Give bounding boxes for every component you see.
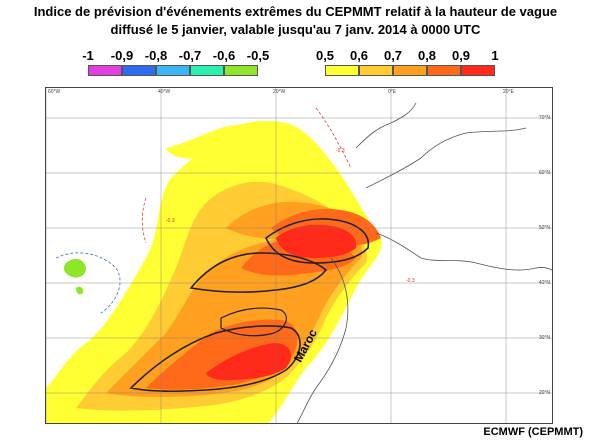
legend-positive: 0,5 0,6 0,7 0,8 0,9 1 bbox=[300, 48, 591, 78]
legend-label: -1 bbox=[82, 48, 94, 63]
coastline bbox=[365, 127, 527, 189]
lat-tick: 70°N bbox=[538, 115, 550, 121]
legend-swatch bbox=[359, 65, 393, 76]
lat-tick: 60°N bbox=[538, 170, 550, 176]
lat-tick: 20°N bbox=[538, 390, 550, 396]
lat-tick: 30°N bbox=[538, 335, 550, 341]
legend-swatch bbox=[156, 65, 190, 76]
dashed-contour bbox=[55, 252, 121, 314]
negative-anomaly-patch bbox=[63, 258, 86, 278]
map-title-line1: Indice de prévision d'événements extrême… bbox=[33, 4, 558, 19]
legend-swatch bbox=[224, 65, 258, 76]
efi-field-0-5-top bbox=[166, 124, 261, 159]
legend-label: -0,6 bbox=[212, 48, 236, 63]
credit-label: ECMWF (CEPMMT) bbox=[483, 426, 583, 438]
legend-swatch bbox=[190, 65, 224, 76]
legend-swatch bbox=[122, 65, 156, 76]
dashed-contour bbox=[141, 197, 147, 244]
efi-field-1-b bbox=[206, 343, 292, 380]
legend-label: -0,5 bbox=[246, 48, 270, 63]
coastline bbox=[355, 102, 417, 149]
legend-swatch bbox=[461, 65, 495, 76]
legend-label: -0,9 bbox=[110, 48, 134, 63]
dashed-contour bbox=[315, 107, 352, 169]
lon-tick: 40°W bbox=[158, 89, 171, 95]
lon-tick: 20°E bbox=[503, 89, 514, 95]
contour-line bbox=[220, 307, 287, 337]
coastline bbox=[296, 257, 349, 423]
graticule bbox=[46, 88, 552, 423]
lat-tick: 50°N bbox=[538, 225, 550, 231]
legend-label: 1 bbox=[491, 48, 499, 63]
legend-swatch bbox=[393, 65, 427, 76]
lon-tick: 20°W bbox=[273, 89, 286, 95]
legend-label: 0,9 bbox=[451, 48, 471, 63]
legend-swatch bbox=[427, 65, 461, 76]
legend-label: 0,8 bbox=[417, 48, 437, 63]
efi-field-1 bbox=[276, 224, 357, 258]
legend-label: 0,6 bbox=[349, 48, 369, 63]
legend-label: -0,8 bbox=[144, 48, 168, 63]
negative-anomaly-patch bbox=[76, 286, 84, 295]
legend-swatch bbox=[88, 65, 122, 76]
contour-label: -0.3 bbox=[336, 148, 345, 154]
map-panel: -0.3 -0.3 -0.3 60°W 40°W 20°W 0°E 20°E 7… bbox=[45, 87, 553, 424]
legend-label: 0,7 bbox=[383, 48, 403, 63]
map-title-line2: diffusé le 5 janvier, valable jusqu'au 7… bbox=[110, 22, 481, 37]
legend-swatch bbox=[325, 65, 359, 76]
lat-tick: 40°N bbox=[538, 280, 550, 286]
coastline bbox=[375, 232, 552, 271]
contour-line bbox=[189, 252, 328, 293]
lon-tick: 60°W bbox=[48, 89, 61, 95]
lon-tick: 0°E bbox=[388, 89, 397, 95]
contour-label: -0.3 bbox=[406, 278, 415, 284]
legend-label: -0,7 bbox=[178, 48, 202, 63]
contour-line bbox=[129, 325, 301, 393]
efi-map-svg bbox=[46, 88, 552, 423]
legend-negative: -1 -0,9 -0,8 -0,7 -0,6 -0,5 bbox=[0, 48, 300, 78]
legend-label: 0,5 bbox=[315, 48, 335, 63]
contour-line bbox=[265, 218, 370, 264]
contour-label: -0.3 bbox=[166, 218, 175, 224]
